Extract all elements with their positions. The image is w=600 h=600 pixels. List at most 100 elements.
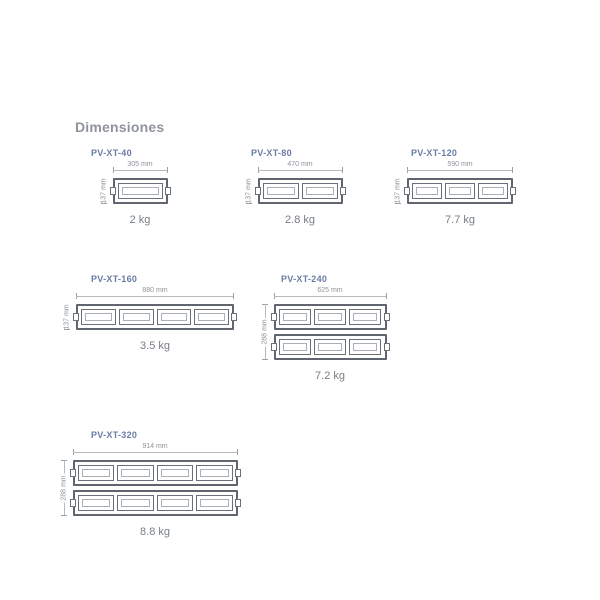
led-module	[349, 339, 381, 355]
height-dimension: 137 mm	[98, 178, 110, 204]
model-label: PV-XT-160	[91, 274, 137, 284]
panel-frame	[274, 334, 387, 360]
panel-stack	[113, 178, 168, 204]
mount-tab-icon	[70, 499, 76, 507]
led-module	[302, 183, 338, 199]
mount-tab-icon	[235, 469, 241, 477]
led-module	[445, 183, 475, 199]
panel-frame	[113, 178, 168, 204]
led-module	[157, 309, 192, 325]
width-dimension-label: 470 mm	[285, 161, 314, 168]
led-module	[478, 183, 508, 199]
height-dimension-label: 288 mm	[261, 317, 268, 346]
product-cell: PV-XT-120 590 mm 137 mm 7.7 kg	[395, 148, 525, 226]
led-module	[117, 495, 154, 511]
mount-tab-icon	[235, 499, 241, 507]
led-module	[119, 309, 154, 325]
width-dimension: 914 mm	[73, 446, 238, 458]
led-module	[412, 183, 442, 199]
width-dimension-label: 590 mm	[445, 161, 474, 168]
led-module	[279, 339, 311, 355]
product-figure: 288 mm	[274, 304, 387, 360]
model-label: PV-XT-120	[411, 148, 457, 158]
width-dimension: 590 mm	[407, 164, 513, 176]
panel-stack	[407, 178, 513, 204]
led-module	[349, 309, 381, 325]
led-module	[118, 183, 163, 199]
height-dimension: 288 mm	[58, 460, 70, 516]
height-dimension: 137 mm	[243, 178, 255, 204]
width-dimension-label: 914 mm	[140, 443, 169, 450]
led-module	[157, 465, 194, 481]
weight-label: 3.5 kg	[140, 340, 170, 352]
product-grid: PV-XT-40 305 mm 137 mm 2 kg PV-XT-80 470 mm 13…	[75, 148, 535, 538]
weight-label: 2.8 kg	[285, 214, 315, 226]
mount-tab-icon	[384, 313, 390, 321]
panel-frame	[274, 304, 387, 330]
model-label: PV-XT-240	[281, 274, 327, 284]
mount-tab-icon	[255, 187, 261, 195]
led-module	[157, 495, 194, 511]
panel-frame	[258, 178, 343, 204]
mount-tab-icon	[510, 187, 516, 195]
width-dimension-label: 880 mm	[140, 287, 169, 294]
section-heading: Dimensiones	[75, 119, 164, 135]
led-module	[314, 339, 346, 355]
width-dimension: 470 mm	[258, 164, 343, 176]
panel-stack	[76, 304, 234, 330]
led-module	[81, 309, 116, 325]
height-dimension: 137 mm	[61, 304, 73, 330]
led-module	[78, 465, 115, 481]
product-cell: PV-XT-80 470 mm 137 mm 2.8 kg	[235, 148, 365, 226]
mount-tab-icon	[70, 469, 76, 477]
weight-label: 7.2 kg	[315, 370, 345, 382]
height-dimension: 288 mm	[259, 304, 271, 360]
product-cell: PV-XT-240 625 mm 288 mm 7.2 kg	[265, 274, 395, 382]
height-dimension: 137 mm	[392, 178, 404, 204]
mount-tab-icon	[340, 187, 346, 195]
height-dimension-label: 137 mm	[64, 302, 71, 331]
panel-frame	[76, 304, 234, 330]
mount-tab-icon	[110, 187, 116, 195]
height-dimension-label: 288 mm	[60, 473, 67, 502]
mount-tab-icon	[73, 313, 79, 321]
product-figure: 137 mm	[113, 178, 168, 204]
weight-label: 8.8 kg	[140, 526, 170, 538]
weight-label: 2 kg	[130, 214, 151, 226]
weight-label: 7.7 kg	[445, 214, 475, 226]
led-module	[263, 183, 299, 199]
width-dimension-label: 305 mm	[125, 161, 154, 168]
width-dimension-label: 625 mm	[315, 287, 344, 294]
led-module	[194, 309, 229, 325]
product-cell: PV-XT-160880 mm 137 mm 3.5 kg	[75, 274, 235, 382]
model-label: PV-XT-80	[251, 148, 292, 158]
product-cell: PV-XT-40 305 mm 137 mm 2 kg	[75, 148, 205, 226]
height-dimension-label: 137 mm	[100, 176, 107, 205]
mount-tab-icon	[384, 343, 390, 351]
product-figure: 137 mm	[407, 178, 513, 204]
panel-stack	[258, 178, 343, 204]
product-figure: 288 mm	[73, 460, 238, 516]
led-module	[314, 309, 346, 325]
mount-tab-icon	[165, 187, 171, 195]
width-dimension: 880 mm	[76, 290, 234, 302]
mount-tab-icon	[231, 313, 237, 321]
product-figure: 137 mm	[76, 304, 234, 330]
panel-frame	[407, 178, 513, 204]
led-module	[78, 495, 115, 511]
panel-stack	[274, 304, 387, 360]
product-figure: 137 mm	[258, 178, 343, 204]
model-label: PV-XT-40	[91, 148, 132, 158]
mount-tab-icon	[404, 187, 410, 195]
height-dimension-label: 137 mm	[395, 176, 402, 205]
led-module	[279, 309, 311, 325]
led-module	[196, 465, 233, 481]
mount-tab-icon	[271, 313, 277, 321]
width-dimension: 625 mm	[274, 290, 387, 302]
model-label: PV-XT-320	[91, 430, 137, 440]
panel-frame	[73, 460, 238, 486]
width-dimension: 305 mm	[113, 164, 168, 176]
product-cell: PV-XT-320914 mm 288 mm 8.8 kg	[75, 430, 235, 538]
led-module	[117, 465, 154, 481]
panel-frame	[73, 490, 238, 516]
